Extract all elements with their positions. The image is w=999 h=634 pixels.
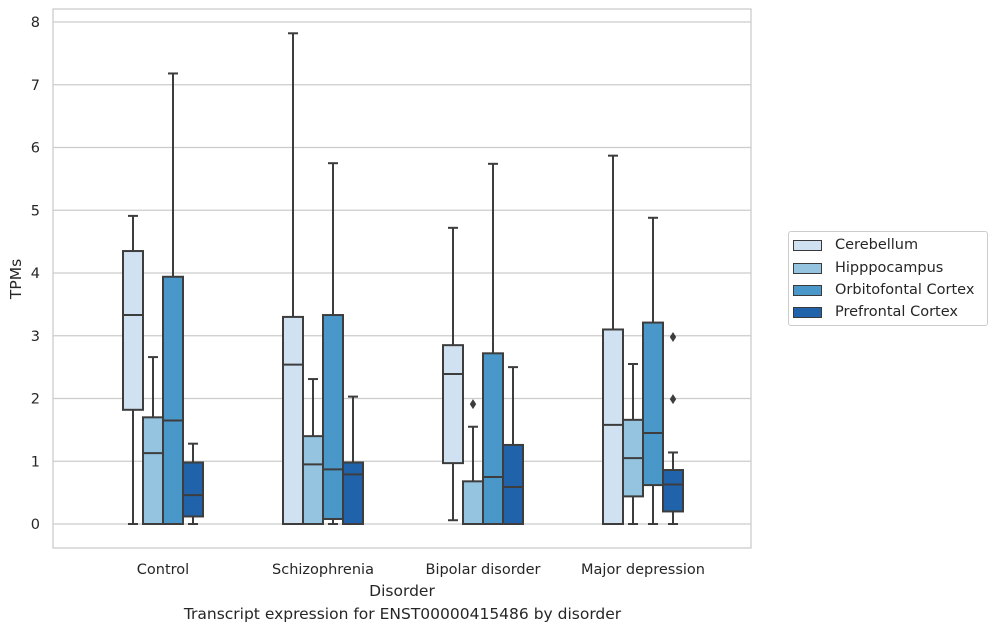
box-body [122,250,144,411]
box-body [142,416,164,526]
box-hipppocampus [302,378,324,525]
legend-swatch [793,262,822,274]
y-tick-label: 0 [31,517,40,533]
box-hipppocampus [142,356,164,526]
box-prefrontal-cortex [662,332,684,525]
boxes [122,32,684,526]
outlier-point [669,394,677,405]
y-axis-label: TPMs [7,259,25,300]
x-tick-labels: Control Schizophrenia Bipolar disorder Majo… [137,562,705,578]
box-cerebellum [442,226,464,522]
box-body [602,328,624,525]
y-tick-label: 4 [31,266,40,282]
x-axis-label: Disorder [369,582,435,600]
box-body [282,315,304,525]
box-orbitofontal-cortex [322,162,344,525]
box-orbitofontal-cortex [642,216,664,525]
x-tick-label: Major depression [581,562,705,578]
y-tick-label: 5 [31,203,40,219]
legend-swatch [793,284,822,296]
legend-label: Prefrontal Cortex [835,304,958,320]
legend-label: Hipppocampus [835,260,944,276]
box-body [642,321,664,487]
y-tick-label: 3 [31,329,40,345]
legend-item-cerebellum: Cerebellum [793,236,918,254]
box-hipppocampus [622,362,644,525]
chart-caption: Transcript expression for ENST0000041548… [183,605,622,623]
box-body [302,435,324,525]
legend-swatch [793,306,822,318]
plot-frame [52,8,752,549]
box-prefrontal-cortex [182,442,204,525]
box-body [162,275,184,526]
y-tick-label: 1 [31,454,40,470]
outlier-point [469,399,477,410]
y-tick-label: 7 [31,78,40,94]
y-tick-labels: 0 1 2 3 4 5 6 7 8 [31,15,40,533]
x-tick-label: Control [137,562,189,578]
legend: Cerebellum Hipppocampus Orbitofontal Cor… [788,231,988,326]
legend-label: Cerebellum [835,237,919,253]
box-cerebellum [122,214,144,525]
y-tick-label: 8 [31,15,40,31]
outlier-point [669,332,677,343]
box-body [462,480,484,525]
legend-item-hippocampus: Hipppocampus [793,259,943,277]
box-orbitofontal-cortex [482,162,504,525]
legend-item-orbitofrontal-cortex: Orbitofontal Cortex [793,281,974,299]
x-tick-label: Bipolar disorder [426,562,541,578]
y-tick-label: 2 [31,392,40,408]
box-body [502,443,524,525]
box-body [482,352,504,525]
box-prefrontal-cortex [502,366,524,525]
legend-label: Orbitofontal Cortex [835,282,975,298]
box-prefrontal-cortex [342,395,364,526]
box-orbitofontal-cortex [162,72,184,526]
box-body [322,314,344,520]
box-cerebellum [602,154,624,525]
x-tick-label: Schizophrenia [272,562,374,578]
legend-item-prefrontal-cortex: Prefrontal Cortex [793,303,958,321]
box-body [182,461,204,518]
box-body [442,344,464,465]
y-tick-label: 6 [31,141,40,157]
legend-swatch [793,239,822,251]
box-body [662,469,684,513]
box-cerebellum [282,32,304,525]
box-body [342,461,364,526]
